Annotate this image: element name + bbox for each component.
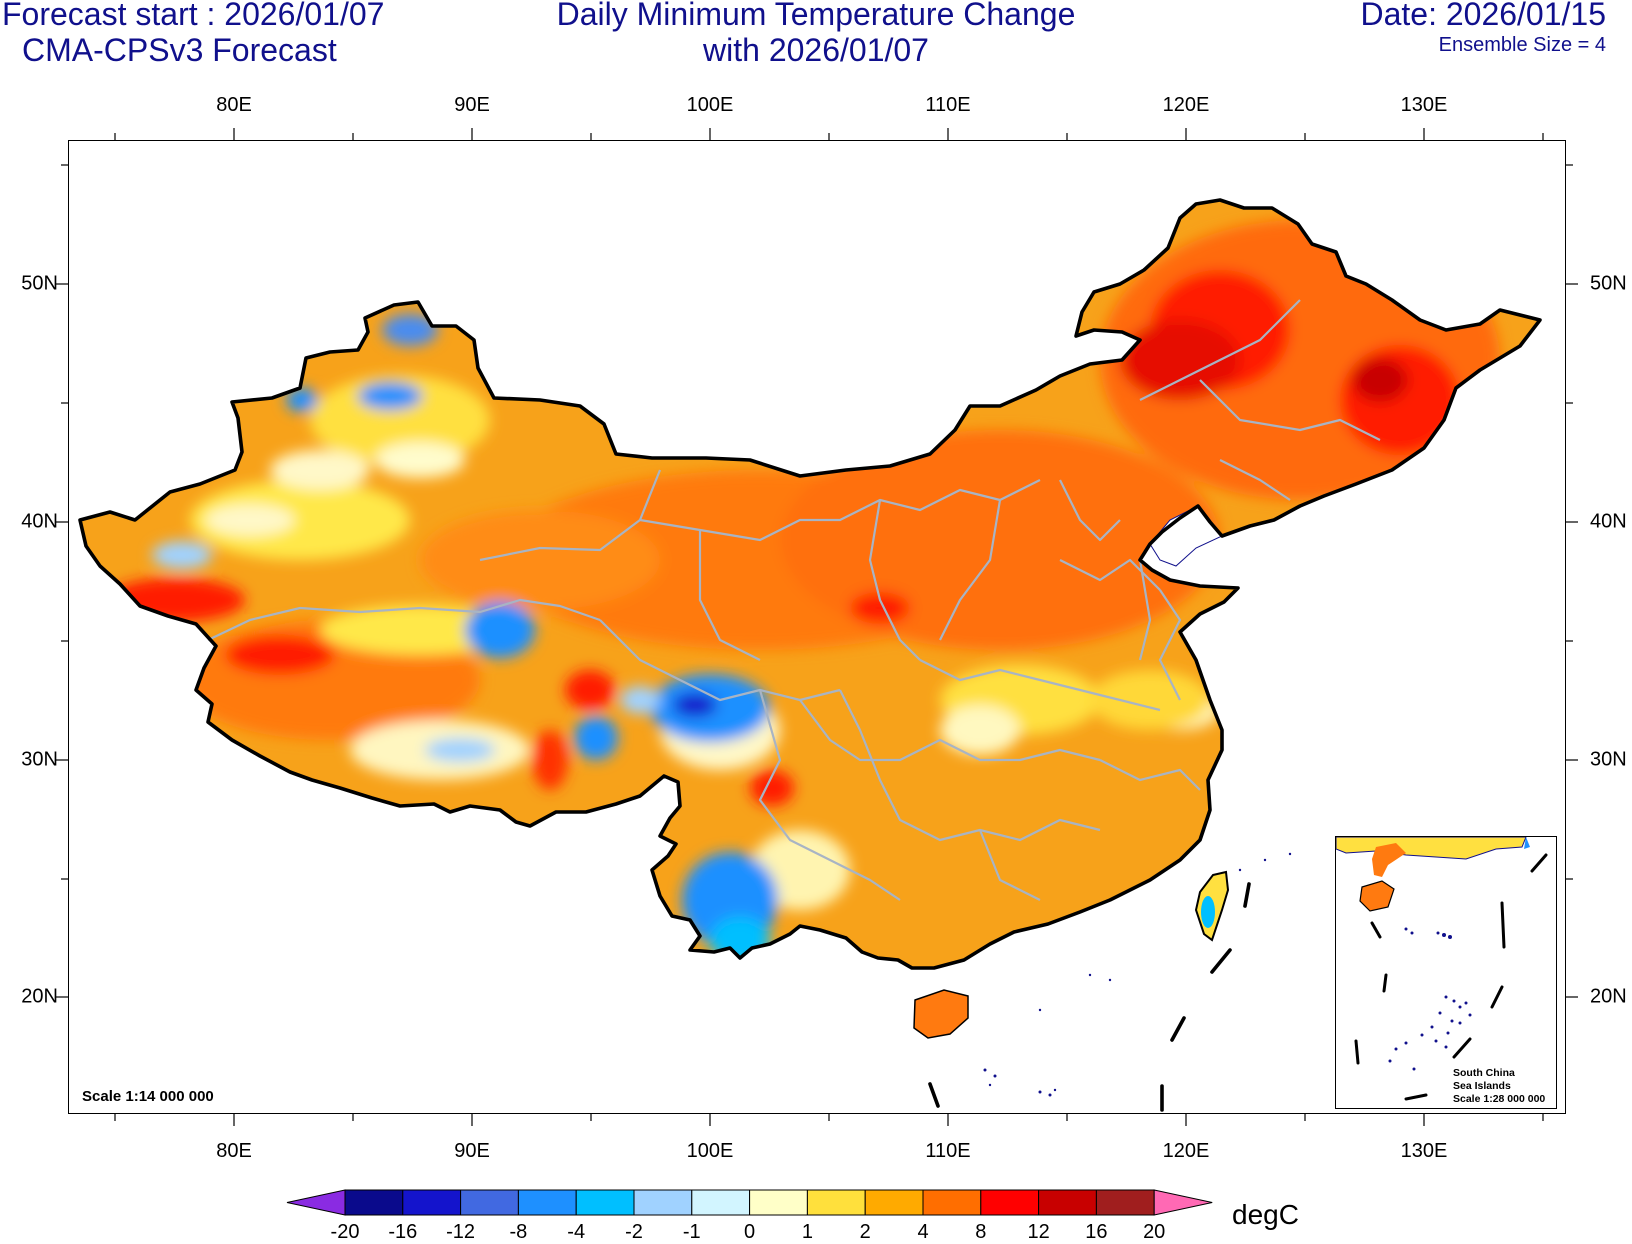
colorbar-tick-label: -4	[567, 1221, 586, 1243]
lon-label-bottom-90e: 90E	[454, 1140, 490, 1162]
lon-label-bottom-110e: 110E	[925, 1140, 971, 1162]
lon-label-top-110e: 110E	[925, 94, 971, 116]
colorbar-swatch	[806, 1189, 866, 1216]
colorbar-tick-label: -20	[330, 1221, 360, 1243]
lon-label-bottom-80e: 80E	[216, 1140, 252, 1162]
colorbar-swatch	[402, 1189, 462, 1216]
colorbar-tick-label: 16	[1085, 1221, 1108, 1243]
south-china-sea-inset: South China Sea Islands Scale 1:28 000 0…	[1335, 836, 1557, 1109]
lon-label-top-100e: 100E	[686, 94, 734, 116]
lon-label-top-120e: 120E	[1162, 94, 1210, 116]
lat-label-right-40n: 40N	[1590, 510, 1627, 533]
inset-caption-line2: Sea Islands	[1453, 1080, 1511, 1092]
colorbar-swatch	[344, 1189, 404, 1216]
lat-label-right-30n: 30N	[1590, 748, 1627, 771]
colorbar-tick-label: 1	[801, 1221, 813, 1243]
lon-label-top-130e: 130E	[1400, 94, 1448, 116]
map-title-line2: with 2026/01/07	[703, 32, 929, 68]
colorbar-tick-label: -8	[509, 1221, 528, 1243]
colorbar-tick-label: 20	[1143, 1221, 1166, 1243]
valid-date-label: Date: 2026/01/15	[1360, 0, 1606, 32]
colorbar-unit-label: degC	[1232, 1199, 1299, 1230]
inset-caption: South China Sea Islands Scale 1:28 000 0…	[1453, 1067, 1545, 1106]
inset-map	[1336, 837, 1548, 1101]
axis-ticks	[56, 128, 1578, 1126]
colorbar-swatch	[517, 1189, 577, 1216]
small-islands	[983, 852, 1292, 1097]
map-frame	[68, 140, 1566, 1114]
lat-label-left-50n: 50N	[21, 272, 58, 295]
lon-label-top-80e: 80E	[216, 94, 252, 116]
colorbar-tick-label: -12	[446, 1221, 476, 1243]
colorbar-under-triangle	[286, 1189, 346, 1216]
colorbar-tick-label: 2	[859, 1221, 871, 1243]
colorbar-tick-label: -2	[625, 1221, 643, 1243]
colorbar-swatch	[633, 1189, 693, 1216]
colorbar	[286, 1189, 1213, 1216]
map-title-line1: Daily Minimum Temperature Change	[556, 0, 1076, 32]
lon-label-bottom-100e: 100E	[686, 1140, 734, 1162]
lon-label-bottom-120e: 120E	[1162, 1140, 1210, 1162]
lon-label-top-90e: 90E	[454, 94, 490, 116]
colorbar-swatch	[980, 1189, 1040, 1216]
lat-label-right-20n: 20N	[1590, 985, 1627, 1008]
colorbar-tick-label: 12	[1027, 1221, 1050, 1243]
colorbar-swatch	[691, 1189, 751, 1216]
ensemble-size-label: Ensemble Size = 4	[1438, 34, 1606, 56]
province-boundaries	[207, 299, 1381, 901]
colorbar-swatch	[749, 1189, 808, 1216]
colorbar-tick-label: 8	[975, 1221, 987, 1243]
inset-caption-line3: Scale 1:28 000 000	[1453, 1093, 1546, 1105]
model-label: CMA-CPSv3 Forecast	[22, 32, 337, 68]
colorbar-tick-label: 0	[744, 1221, 756, 1243]
colorbar-swatch	[575, 1189, 635, 1216]
forecast-start-label: Forecast start : 2026/01/07	[2, 0, 385, 32]
colorbar-tick-label: 4	[917, 1221, 929, 1243]
colorbar-over-triangle	[1153, 1189, 1213, 1216]
hainan-island	[913, 989, 969, 1039]
colorbar-swatch	[1095, 1189, 1155, 1216]
colorbar-tick-label: -16	[388, 1221, 418, 1243]
colorbar-swatch	[864, 1189, 924, 1216]
lat-label-left-20n: 20N	[21, 985, 58, 1008]
lat-label-right-50n: 50N	[1590, 272, 1627, 295]
nine-dash-line	[928, 882, 1251, 1112]
colorbar-tick-label: -1	[682, 1221, 701, 1243]
lat-label-left-30n: 30N	[21, 748, 58, 771]
colorbar-swatch	[1038, 1189, 1097, 1216]
inset-caption-line1: South China	[1453, 1067, 1515, 1079]
lon-label-bottom-130e: 130E	[1400, 1140, 1448, 1162]
map-scale-label: Scale 1:14 000 000	[82, 1088, 214, 1105]
colorbar-swatch	[460, 1189, 519, 1216]
colorbar-swatch	[922, 1189, 982, 1216]
lat-label-left-40n: 40N	[21, 510, 58, 533]
